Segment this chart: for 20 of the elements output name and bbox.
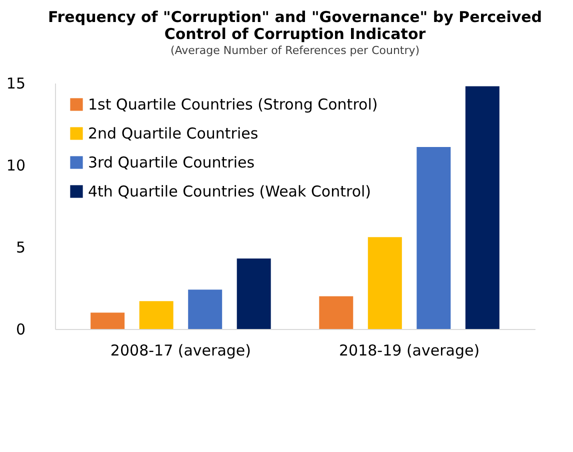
legend-label: 2nd Quartile Countries (88, 124, 258, 142)
bar (236, 258, 271, 329)
x-tick-label: 2008-17 (average) (110, 342, 251, 360)
y-tick-label: 10 (6, 156, 26, 174)
legend-label: 1st Quartile Countries (Strong Control) (88, 96, 378, 114)
bar (465, 86, 500, 329)
x-tick-label: 2018-19 (average) (339, 342, 480, 360)
y-tick-label: 5 (16, 238, 26, 256)
chart-title: Frequency of "Corruption" and "Governance" by Perceived Control of Corruption Indicator (48, 8, 542, 43)
legend-label: 4th Quartile Countries (Weak Control) (88, 182, 372, 200)
bar (416, 146, 451, 329)
bar (188, 290, 222, 329)
y-tick-label: 0 (16, 320, 26, 338)
bar (368, 237, 402, 329)
chart-subtitle: (Average Number of References per Country) (170, 44, 420, 57)
legend-label: 3rd Quartile Countries (88, 154, 255, 172)
bar (139, 301, 174, 329)
y-tick-label: 15 (6, 74, 26, 92)
bar (319, 296, 354, 329)
bar (90, 312, 125, 329)
